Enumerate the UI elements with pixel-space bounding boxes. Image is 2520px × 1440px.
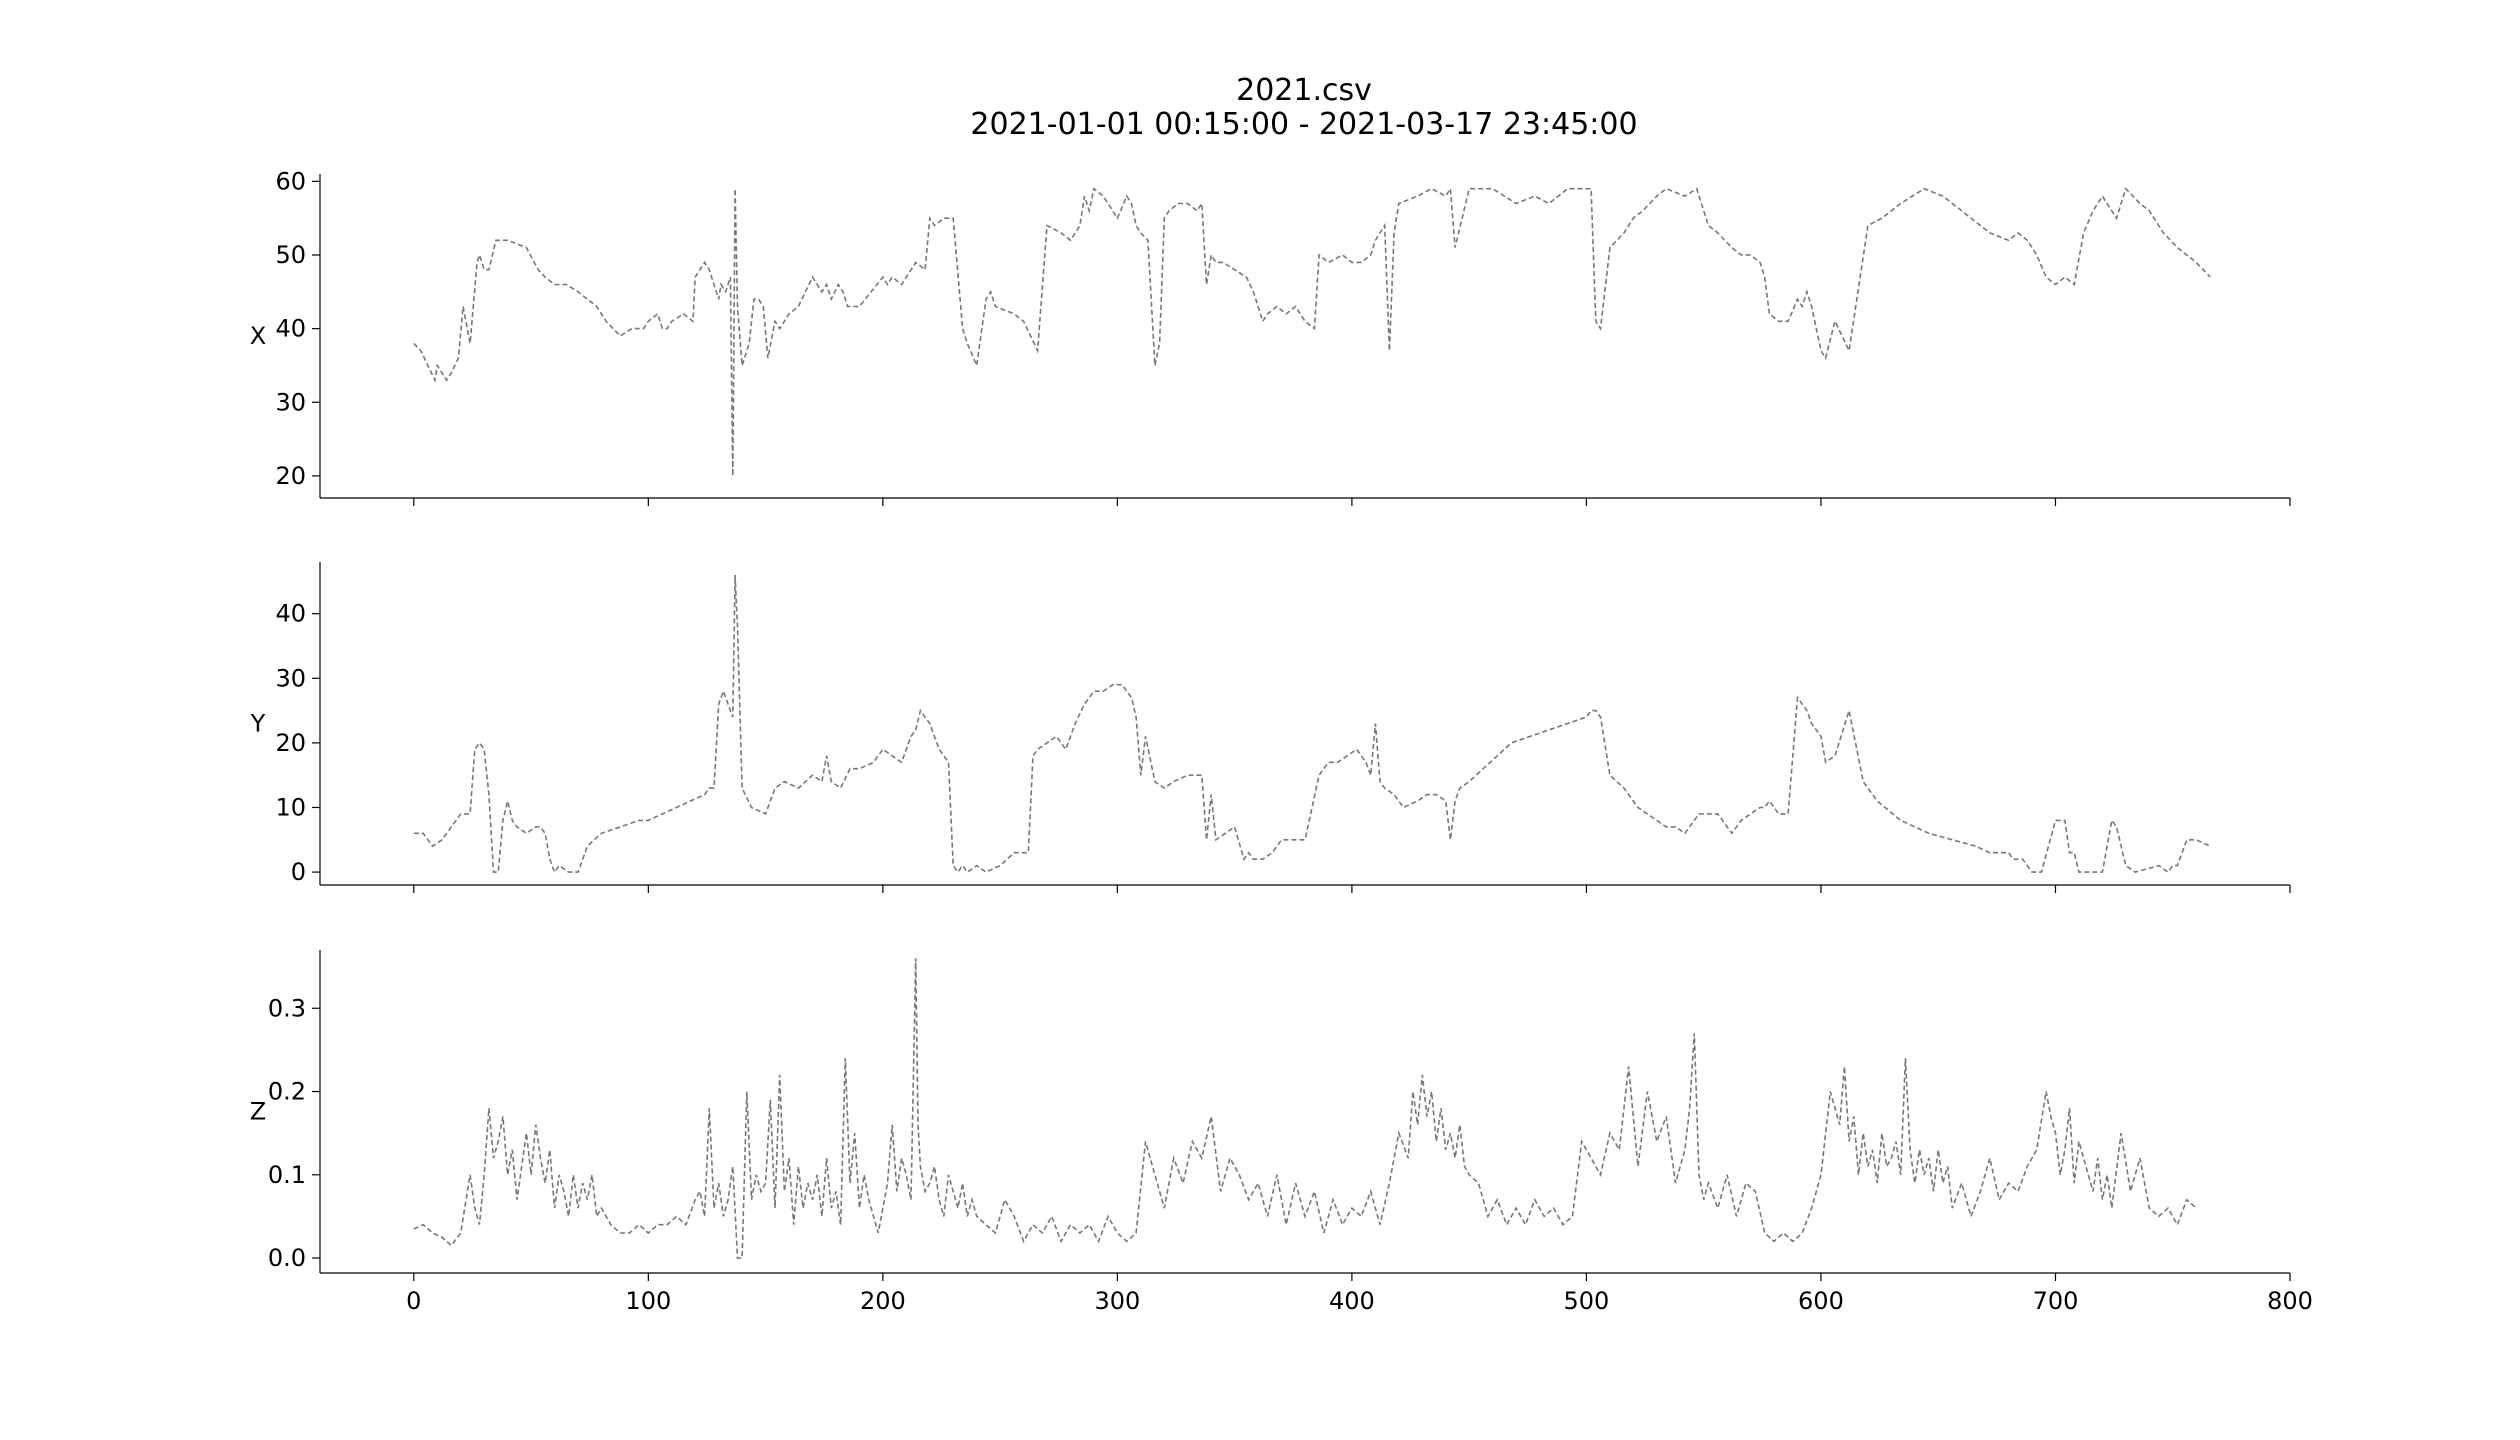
y-tick-label: 20 — [275, 729, 306, 757]
chart-subtitle: 2021-01-01 00:15:00 - 2021-03-17 23:45:0… — [970, 107, 1637, 142]
x-tick-label: 200 — [860, 1287, 906, 1315]
panel-z: 0.0 0.1 0.2 0.3 Z 0 100 200 300 400 500 600 700 800 — [250, 950, 2313, 1315]
x-tick-label: 400 — [1329, 1287, 1375, 1315]
x-tick-label: 800 — [2267, 1287, 2313, 1315]
y-tick-label: 30 — [275, 388, 306, 416]
y-tick-label: 0.3 — [268, 994, 306, 1022]
y-tick-label: 30 — [275, 664, 306, 692]
y-axis-label: Z — [250, 1098, 266, 1126]
chart-title: 2021.csv — [1236, 73, 1372, 108]
y-tick-label: 40 — [275, 315, 306, 343]
x-tick-label: 0 — [406, 1287, 421, 1315]
y-tick-label: 40 — [275, 600, 306, 628]
x-tick-label: 100 — [625, 1287, 671, 1315]
y-tick-label: 0.2 — [268, 1078, 306, 1106]
y-tick-label: 50 — [275, 241, 306, 269]
panel-x: 20 30 40 50 60 X — [250, 167, 2291, 506]
x-tick-label: 600 — [1798, 1287, 1844, 1315]
series-line-z — [413, 958, 2197, 1259]
y-tick-label: 60 — [275, 167, 306, 195]
y-tick-label: 0 — [291, 858, 306, 886]
series-line-y — [413, 574, 2211, 874]
x-tick-label: 500 — [1564, 1287, 1610, 1315]
y-axis-label: Y — [250, 710, 266, 738]
x-tick-label: 300 — [1094, 1287, 1140, 1315]
x-tick-label: 700 — [2033, 1287, 2079, 1315]
y-tick-label: 0.0 — [268, 1244, 306, 1272]
y-tick-label: 0.1 — [268, 1161, 306, 1189]
series-line-x — [413, 186, 2211, 476]
y-axis-label: X — [250, 322, 266, 350]
y-tick-label: 10 — [275, 793, 306, 821]
y-tick-label: 20 — [275, 462, 306, 490]
panel-y: 0 10 20 30 40 Y — [250, 562, 2291, 893]
